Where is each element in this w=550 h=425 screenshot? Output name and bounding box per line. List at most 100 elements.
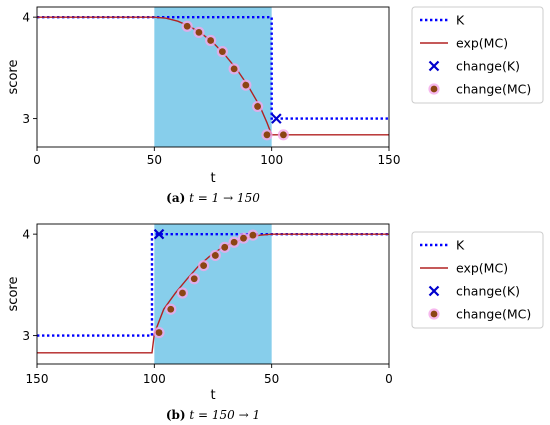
x-tick-label: 100 xyxy=(143,372,166,386)
change-mc-point xyxy=(181,20,193,32)
series-k-line xyxy=(37,232,389,337)
change-mc-dot xyxy=(263,131,271,139)
change-mc-dot xyxy=(195,28,203,36)
change-k-point xyxy=(271,113,282,124)
legend-label: change(K) xyxy=(456,284,520,299)
x-tick-label: 0 xyxy=(385,372,393,386)
x-tick-label: 150 xyxy=(378,153,401,167)
caption-label: (b) xyxy=(166,408,186,422)
change-k-stroke xyxy=(271,113,282,124)
y-axis-label: score xyxy=(6,60,21,95)
change-mc-point xyxy=(188,273,200,285)
panel-caption: (a) t = 1 → 150 xyxy=(166,191,260,205)
change-mc-dot xyxy=(280,131,287,139)
change-mc-point xyxy=(165,303,177,315)
caption-text: t = 150 → 1 xyxy=(186,408,261,422)
change-mc-dot xyxy=(211,252,219,259)
legend-box xyxy=(411,231,544,329)
legend-item: change(K) xyxy=(428,59,520,74)
x-tick-label: 50 xyxy=(264,372,279,386)
change-mc-dot xyxy=(242,81,250,89)
legend-change-mc-handle xyxy=(430,85,438,93)
change-mc-dot xyxy=(240,234,247,242)
change-mc-point xyxy=(219,241,231,253)
legend-label: exp(MC) xyxy=(456,261,508,276)
change-mc-point xyxy=(209,249,221,262)
change-mc-point xyxy=(261,129,273,141)
change-mc-point xyxy=(237,232,250,244)
change-mc-point xyxy=(216,46,228,58)
change-mc-point xyxy=(251,100,264,113)
change-mc-dot xyxy=(218,48,226,56)
series-layer xyxy=(37,15,389,141)
change-mc-point xyxy=(228,63,240,75)
change-mc-point xyxy=(228,236,240,248)
legend-label: change(MC) xyxy=(456,307,531,322)
legend-change-k-handle xyxy=(428,285,440,297)
legend-item: change(K) xyxy=(428,284,520,299)
legend-label: change(MC) xyxy=(456,82,531,97)
change-mc-dot xyxy=(190,275,198,283)
change-mc-dot xyxy=(249,231,257,239)
change-mc-dot xyxy=(254,103,261,110)
legend-label: K xyxy=(456,238,465,253)
change-mc-dot xyxy=(221,243,229,251)
x-tick-label: 50 xyxy=(147,153,162,167)
shaded-region xyxy=(154,224,272,364)
y-tick-label: 3 xyxy=(22,329,30,343)
x-tick-label: 150 xyxy=(26,372,49,386)
legend-x-stroke xyxy=(428,60,440,72)
legend-label: K xyxy=(456,13,465,28)
change-k-stroke xyxy=(153,228,165,240)
legend-item: K xyxy=(420,238,465,253)
x-tick-label: 100 xyxy=(260,153,283,167)
caption-text: t = 1 → 150 xyxy=(185,191,260,205)
y-tick-label: 4 xyxy=(22,228,30,242)
change-mc-point xyxy=(193,26,205,38)
legend-item: K xyxy=(420,13,465,28)
change-mc-point xyxy=(153,326,165,339)
change-mc-dot xyxy=(230,65,238,73)
change-mc-point xyxy=(277,129,289,141)
change-mc-point xyxy=(247,229,259,241)
plot-frame xyxy=(36,223,390,365)
y-axis-label: score xyxy=(6,277,21,312)
change-mc-dot xyxy=(183,22,191,30)
legend-change-k-handle xyxy=(428,60,440,72)
legend-item: exp(MC) xyxy=(420,261,508,276)
legend-item: change(MC) xyxy=(428,307,531,322)
series-layer xyxy=(37,228,389,354)
change-k-point xyxy=(153,228,165,240)
legend-item: exp(MC) xyxy=(420,36,508,51)
change-mc-point xyxy=(176,287,189,299)
change-mc-dot xyxy=(200,262,208,269)
legend-box xyxy=(411,6,544,104)
legend-label: change(K) xyxy=(456,59,520,74)
x-axis-label: t xyxy=(210,171,215,186)
x-axis-label: t xyxy=(210,388,215,403)
legend-change-mc-handle xyxy=(430,310,438,318)
panel-caption: (b) t = 150 → 1 xyxy=(166,408,260,422)
change-mc-dot xyxy=(167,305,175,313)
change-mc-point xyxy=(205,34,217,47)
change-mc-dot xyxy=(155,329,163,336)
y-tick-label: 3 xyxy=(22,112,30,126)
change-mc-point xyxy=(198,259,210,272)
plot-frame xyxy=(36,6,390,148)
change-mc-dot xyxy=(207,37,215,44)
caption-label: (a) xyxy=(166,191,185,205)
change-mc-dot xyxy=(230,238,238,246)
y-tick-label: 4 xyxy=(22,11,30,25)
change-mc-dot xyxy=(179,289,186,297)
legend-x-stroke xyxy=(428,285,440,297)
legend-label: exp(MC) xyxy=(456,36,508,51)
shaded-region xyxy=(154,7,272,147)
legend-item: change(MC) xyxy=(428,82,531,97)
x-tick-label: 0 xyxy=(33,153,41,167)
change-mc-point xyxy=(240,79,252,91)
